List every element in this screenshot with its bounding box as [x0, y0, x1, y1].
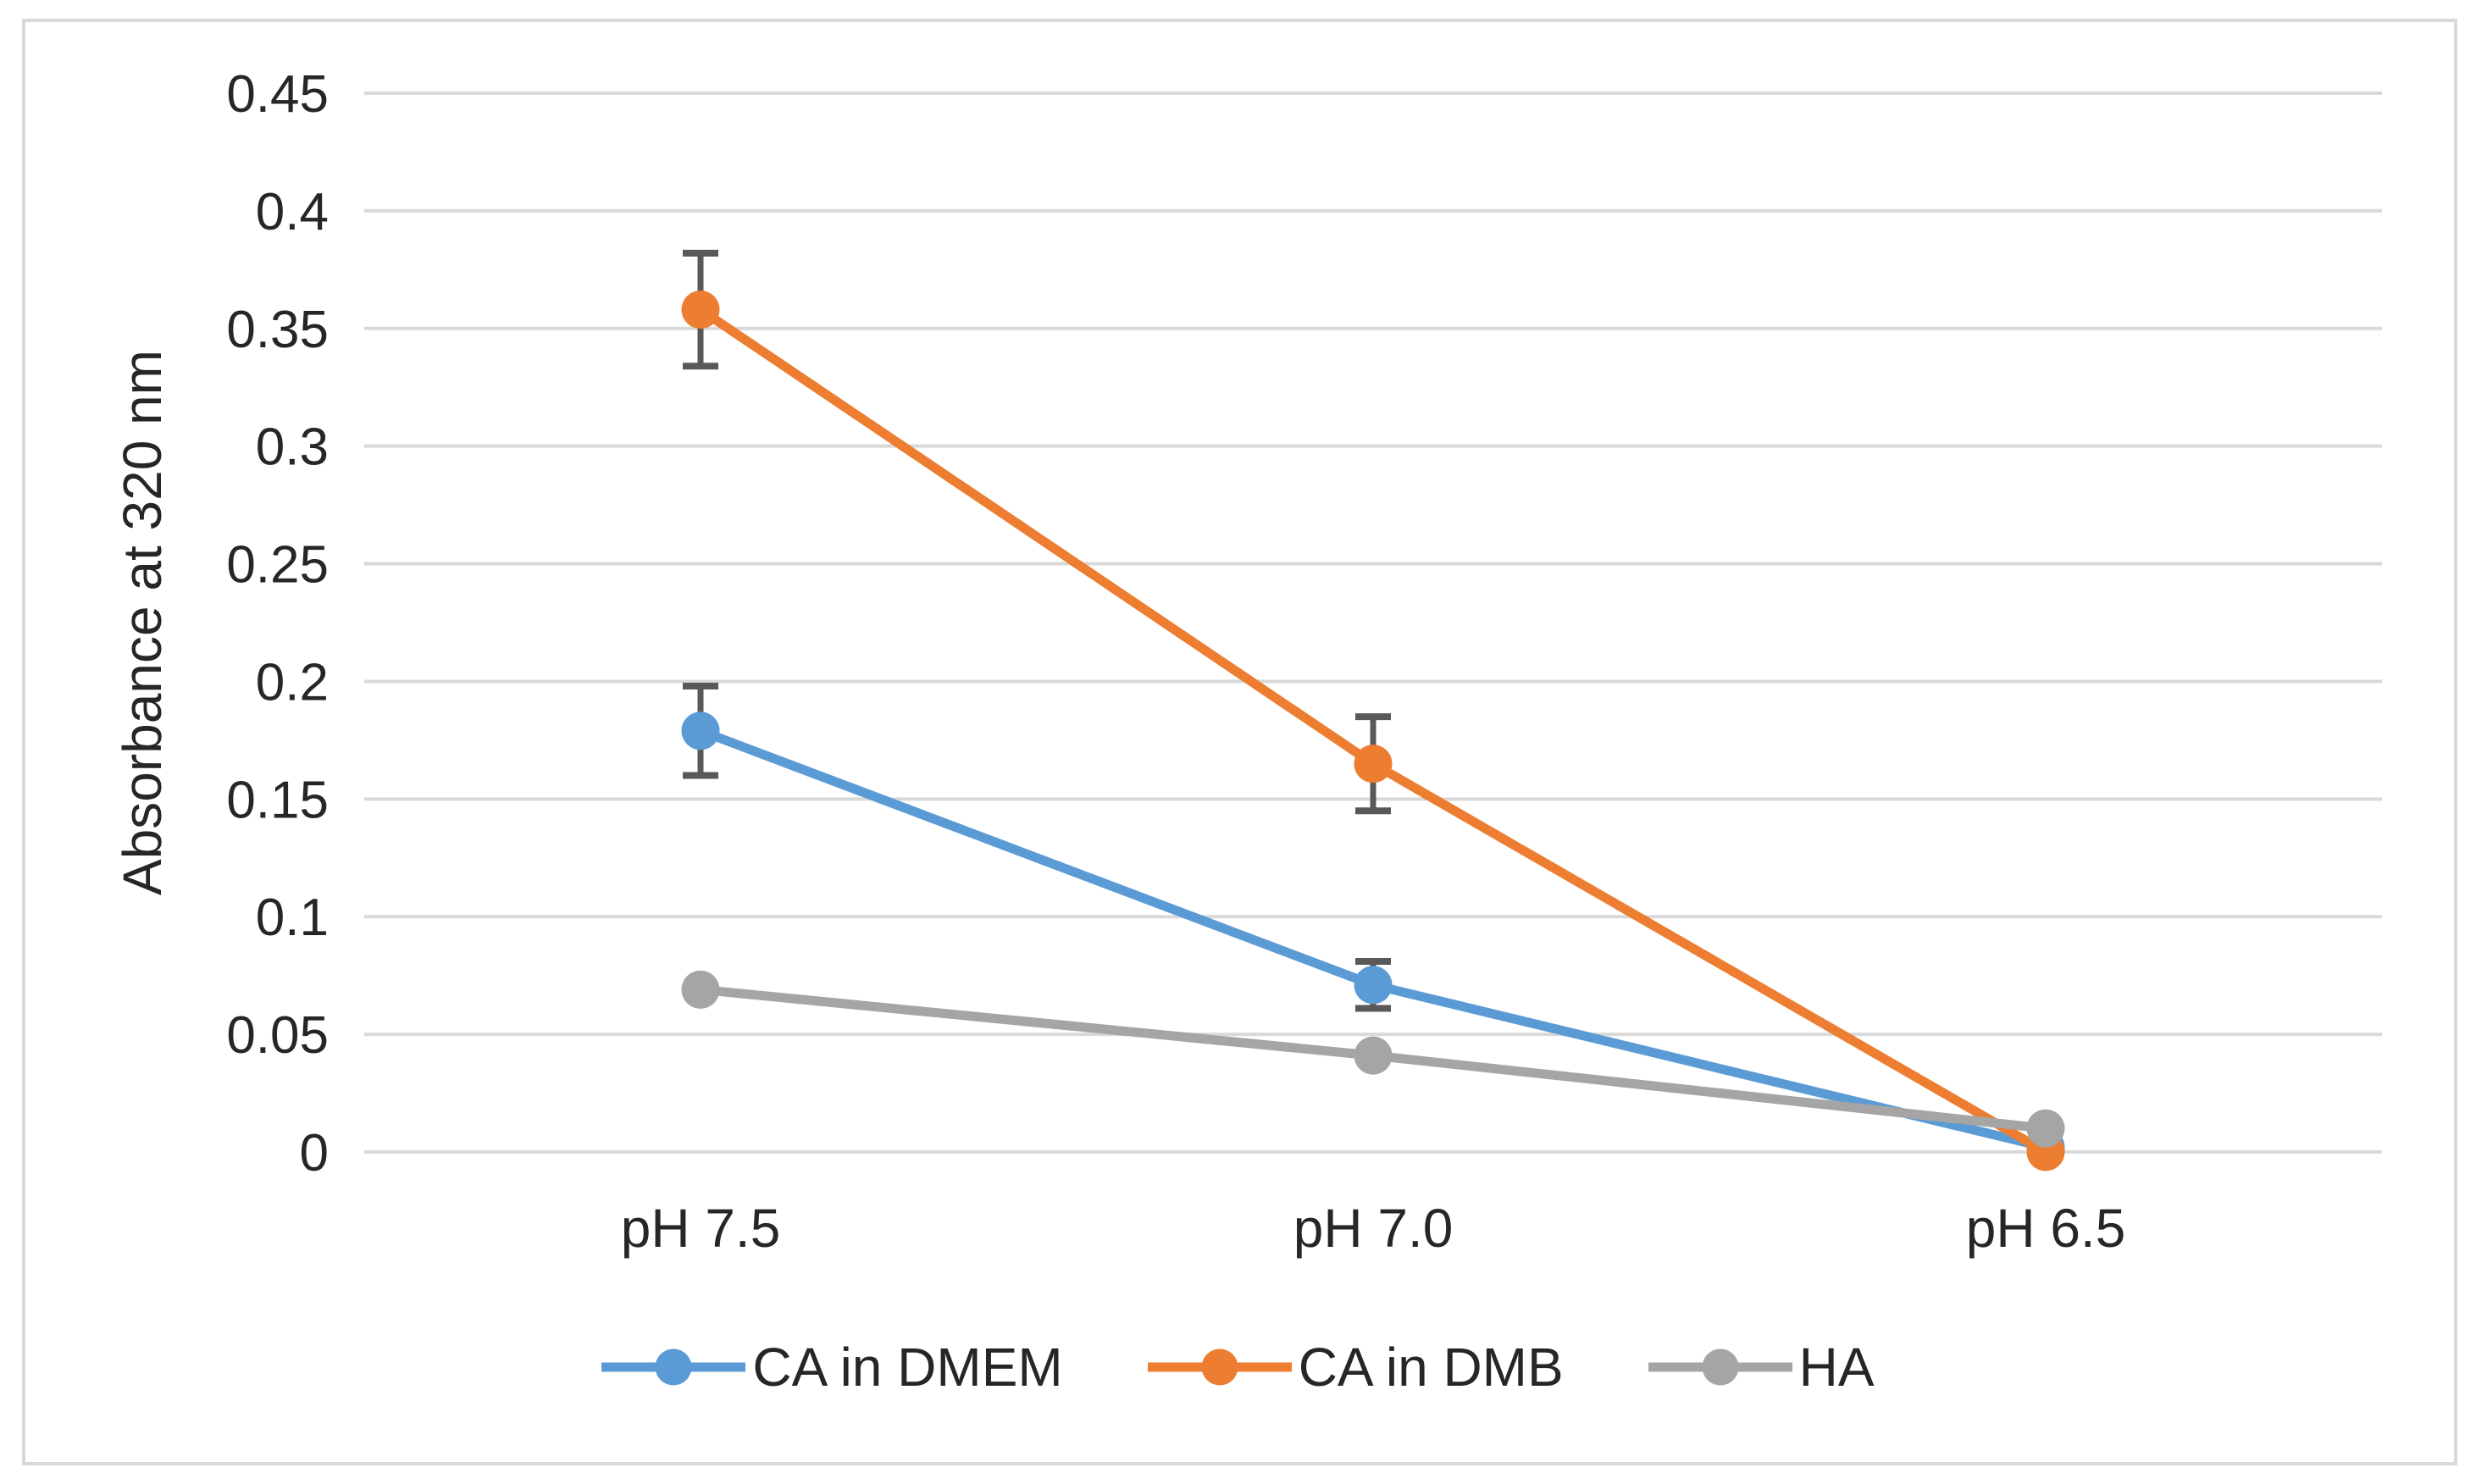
y-tick-label: 0.1	[256, 889, 329, 947]
data-point-marker	[2026, 1109, 2065, 1148]
y-tick-label: 0.45	[226, 65, 329, 124]
data-point-marker	[1354, 745, 1393, 784]
x-category-label: pH 7.0	[1293, 1198, 1454, 1259]
legend-item-0: CA in DMEM	[601, 1336, 1063, 1398]
y-tick-label: 0.3	[256, 418, 329, 477]
legend-line-marker-icon	[601, 1348, 746, 1386]
y-tick-label: 0.4	[256, 183, 329, 241]
x-category-label: pH 6.5	[1966, 1198, 2126, 1259]
legend-label: CA in DMEM	[752, 1337, 1063, 1398]
y-tick-label: 0.25	[226, 536, 329, 595]
y-axis-title: Absorbance at 320 nm	[112, 350, 173, 895]
legend-label: CA in DMB	[1298, 1337, 1564, 1398]
y-tick-label: 0.15	[226, 771, 329, 829]
y-tick-label: 0.35	[226, 301, 329, 359]
y-tick-label: 0.2	[256, 653, 329, 712]
data-point-marker	[681, 712, 720, 750]
legend-label: HA	[1798, 1337, 1875, 1398]
chart-border	[22, 19, 2457, 1465]
x-category-label: pH 7.5	[621, 1198, 781, 1259]
data-point-marker	[681, 291, 720, 329]
legend-item-1: CA in DMB	[1147, 1336, 1564, 1398]
data-point-marker	[1354, 1036, 1393, 1075]
data-point-marker	[681, 970, 720, 1009]
legend-item-2: HA	[1648, 1336, 1875, 1398]
y-tick-label: 0.05	[226, 1006, 329, 1065]
chart-legend: CA in DMEM CA in DMB HA	[0, 1332, 2476, 1403]
legend-line-marker-icon	[1147, 1348, 1292, 1386]
data-point-marker	[1354, 966, 1393, 1005]
y-tick-label: 0	[300, 1124, 329, 1182]
legend-line-marker-icon	[1648, 1348, 1792, 1386]
